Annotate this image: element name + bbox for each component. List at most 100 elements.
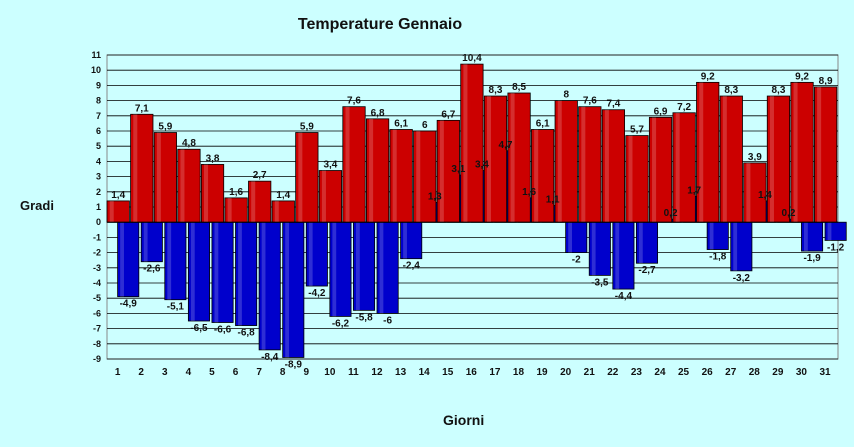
data-label: 1,4 (758, 190, 772, 201)
y-tick-label: 2 (96, 187, 101, 197)
x-tick-label: 10 (324, 367, 336, 378)
y-tick-label: -7 (93, 324, 101, 334)
blue-bar-highlight (733, 222, 738, 271)
red-bar-highlight (534, 129, 539, 223)
x-tick-label: 23 (631, 367, 643, 378)
red-bar (790, 81, 814, 223)
data-label: 0,2 (782, 208, 796, 219)
y-tick-label: 10 (91, 65, 101, 75)
data-label: 6,1 (536, 118, 550, 129)
data-label: 1,7 (687, 185, 701, 196)
data-label: 2,7 (253, 170, 267, 181)
red-bar-highlight (439, 120, 444, 223)
blue-bar (187, 221, 210, 322)
x-tick-label: 15 (442, 367, 454, 378)
red-bar-highlight (204, 164, 209, 223)
data-label: 6,7 (441, 109, 455, 120)
data-label: 7,6 (583, 96, 597, 107)
data-label: -6,2 (332, 318, 350, 329)
y-tick-label: -1 (93, 232, 101, 242)
data-label: -8,9 (285, 359, 303, 370)
red-bar (460, 63, 484, 223)
x-tick-label: 8 (280, 367, 286, 378)
blue-bar (588, 221, 611, 276)
red-bar (413, 130, 437, 223)
blue-bar-highlight (143, 222, 148, 262)
blue-bar-highlight (120, 222, 124, 297)
data-label: 3,4 (323, 160, 337, 171)
blue-bar (400, 221, 423, 260)
x-tick-label: 16 (466, 367, 478, 378)
x-tick-label: 21 (584, 367, 596, 378)
blue-bar (211, 221, 234, 323)
data-label: 5,9 (300, 122, 314, 133)
data-label: -8,4 (261, 352, 279, 363)
red-bar (153, 132, 177, 223)
x-tick-label: 3 (162, 367, 168, 378)
data-label: -1,9 (803, 253, 821, 264)
data-label: -2 (572, 255, 581, 266)
data-label: 1,1 (546, 194, 560, 205)
y-tick-label: 3 (96, 172, 101, 182)
data-label: -3,2 (733, 273, 751, 284)
red-bar-highlight (156, 132, 161, 223)
data-label: -4,4 (615, 291, 633, 302)
red-bar-highlight (652, 117, 657, 223)
blue-bar (117, 221, 140, 298)
x-tick-label: 2 (138, 367, 144, 378)
data-label: 7,1 (135, 103, 149, 114)
blue-bar (258, 221, 281, 351)
y-tick-label: 7 (96, 111, 101, 121)
red-bar (672, 112, 696, 223)
data-label: 3,9 (748, 152, 762, 163)
x-tick-label: 12 (371, 367, 383, 378)
data-label: 4,7 (499, 140, 513, 151)
y-tick-label: 0 (96, 217, 101, 227)
data-label: -2,7 (638, 265, 656, 276)
x-tick-label: 24 (654, 367, 666, 378)
data-label: -5,1 (167, 302, 185, 313)
data-label: 6,9 (654, 106, 668, 117)
data-label: -6,6 (214, 325, 232, 336)
data-label: -2,4 (403, 261, 421, 272)
blue-bar-highlight (238, 222, 242, 326)
x-tick-label: 5 (209, 367, 215, 378)
data-label: 6 (422, 120, 428, 131)
blue-bar (164, 221, 187, 301)
blue-bar (565, 221, 588, 253)
blue-bar-highlight (403, 222, 407, 259)
x-tick-label: 30 (796, 367, 808, 378)
blue-bar-highlight (638, 222, 643, 264)
red-bar (578, 106, 602, 223)
data-label: 6,1 (394, 118, 408, 129)
y-tick-label: -3 (93, 263, 101, 273)
y-tick-label: 6 (96, 126, 101, 136)
red-bar (766, 95, 791, 223)
data-label: 3,8 (206, 153, 220, 164)
red-bar-highlight (109, 200, 114, 223)
red-bar-highlight (793, 82, 798, 223)
blue-bar-highlight (355, 222, 360, 311)
red-bar-highlight (675, 112, 680, 223)
y-tick-label: -9 (93, 354, 101, 364)
red-bar-highlight (369, 118, 374, 223)
red-bar (248, 180, 272, 223)
blue-bar-highlight (285, 222, 290, 358)
x-tick-label: 18 (513, 367, 525, 378)
blue-bar (305, 221, 328, 287)
data-label: -6,5 (190, 323, 208, 334)
y-tick-label: -8 (93, 339, 101, 349)
red-bar (271, 200, 295, 223)
blue-bar (612, 221, 635, 290)
red-bar (696, 81, 720, 223)
x-tick-label: 6 (233, 367, 239, 378)
data-label: 5,9 (158, 122, 172, 133)
y-tick-label: 11 (91, 50, 101, 60)
blue-bar-highlight (591, 222, 596, 276)
data-label: -6,8 (238, 328, 256, 339)
red-bar (106, 200, 130, 223)
red-bar-highlight (180, 149, 185, 223)
data-label: 8,9 (819, 76, 833, 87)
red-bar-highlight (510, 93, 515, 223)
